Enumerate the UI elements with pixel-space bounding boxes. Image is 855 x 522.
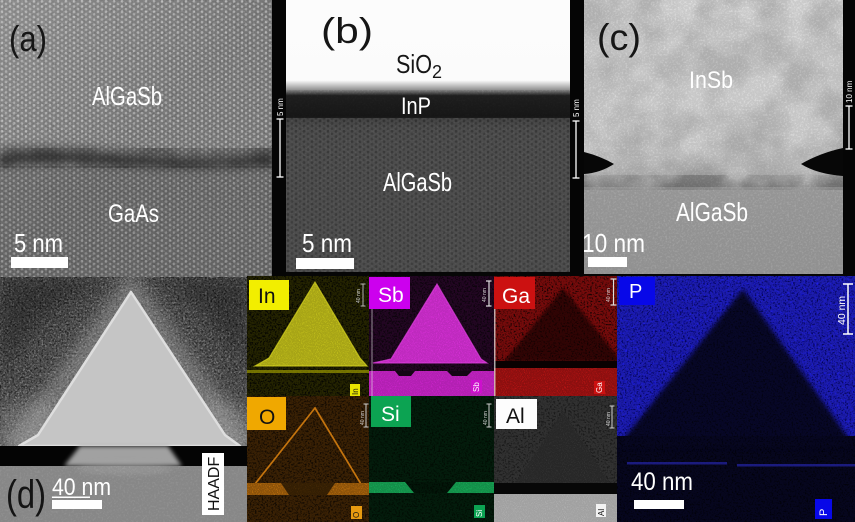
svg-text:Al: Al [597,509,606,516]
svg-text:10 nm: 10 nm [584,228,645,258]
svg-text:(b): (b) [321,10,373,51]
svg-text:InP: InP [401,93,431,120]
svg-text:10 nm: 10 nm [845,80,854,103]
svg-text:AlGaSb: AlGaSb [92,81,162,111]
svg-text:Ga: Ga [595,382,604,393]
svg-text:O: O [259,406,275,429]
svg-text:5 nm: 5 nm [14,228,63,258]
svg-text:(a): (a) [9,18,47,59]
svg-text:AlGaSb: AlGaSb [383,167,452,197]
svg-text:40 nm: 40 nm [482,288,488,302]
svg-text:40 nm: 40 nm [483,411,489,425]
svg-text:40 nm: 40 nm [360,411,366,425]
svg-text:5 nm: 5 nm [276,98,285,116]
svg-text:Sb: Sb [378,284,404,307]
svg-text:Sb: Sb [472,382,481,392]
svg-text:Ga: Ga [502,285,530,308]
svg-text:(c): (c) [597,17,641,58]
svg-text:SiO2: SiO2 [396,49,442,82]
svg-text:40 nm: 40 nm [631,468,693,496]
svg-text:40 nm: 40 nm [606,412,612,426]
svg-text:HAADF: HAADF [206,457,223,511]
svg-text:O: O [352,512,361,518]
svg-text:40 nm: 40 nm [356,289,362,303]
svg-text:5 nm: 5 nm [572,99,581,117]
svg-text:40 nm: 40 nm [836,296,848,325]
svg-text:GaAs: GaAs [108,200,159,228]
svg-text:Si: Si [381,403,400,426]
svg-text:40 nm: 40 nm [606,288,612,302]
svg-text:Al: Al [506,405,525,428]
svg-text:InSb: InSb [689,67,733,94]
svg-text:(d): (d) [6,473,46,517]
svg-text:Si: Si [475,510,484,517]
svg-text:P: P [818,509,830,516]
svg-text:In: In [351,388,360,395]
svg-text:5 nm: 5 nm [302,228,352,258]
svg-text:P: P [629,281,642,303]
svg-text:In: In [258,285,276,308]
svg-text:AlGaSb: AlGaSb [676,197,748,227]
